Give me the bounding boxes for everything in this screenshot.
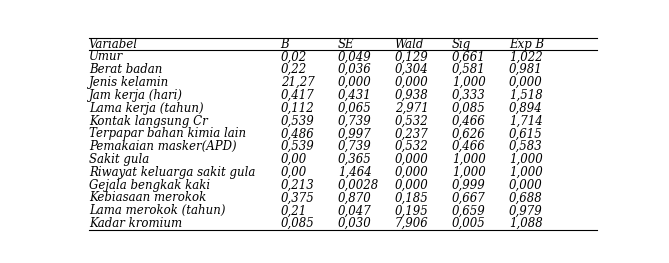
Text: 0,000: 0,000	[508, 76, 543, 89]
Text: Umur: Umur	[89, 50, 123, 63]
Text: 0,532: 0,532	[395, 140, 428, 153]
Text: 1,714: 1,714	[508, 114, 543, 128]
Text: 0,870: 0,870	[338, 191, 371, 204]
Text: 0,036: 0,036	[338, 63, 371, 76]
Text: 0,005: 0,005	[452, 217, 486, 230]
Text: 0,185: 0,185	[395, 191, 428, 204]
Text: 7,906: 7,906	[395, 217, 428, 230]
Text: Lama merokok (tahun): Lama merokok (tahun)	[89, 204, 225, 217]
Text: 0,661: 0,661	[452, 50, 486, 63]
Text: 1,518: 1,518	[508, 89, 543, 102]
Text: 0,583: 0,583	[508, 140, 543, 153]
Text: 0,417: 0,417	[281, 89, 314, 102]
Text: Terpapar bahan kimia lain: Terpapar bahan kimia lain	[89, 127, 246, 140]
Text: 0,375: 0,375	[281, 191, 314, 204]
Text: Jam kerja (hari): Jam kerja (hari)	[89, 89, 183, 102]
Text: 0,431: 0,431	[338, 89, 371, 102]
Text: 1,022: 1,022	[508, 50, 543, 63]
Text: 0,659: 0,659	[452, 204, 486, 217]
Text: 0,065: 0,065	[338, 102, 371, 115]
Text: 0,085: 0,085	[281, 217, 314, 230]
Text: 0,213: 0,213	[281, 179, 314, 192]
Text: 0,000: 0,000	[338, 76, 371, 89]
Text: 0,000: 0,000	[508, 179, 543, 192]
Text: 0,466: 0,466	[452, 140, 486, 153]
Text: 0,333: 0,333	[452, 89, 486, 102]
Text: 0,00: 0,00	[281, 153, 307, 166]
Text: 2,971: 2,971	[395, 102, 428, 115]
Text: 0,049: 0,049	[338, 50, 371, 63]
Text: 0,195: 0,195	[395, 204, 428, 217]
Text: 0,02: 0,02	[281, 50, 307, 63]
Text: 0,539: 0,539	[281, 114, 314, 128]
Text: 0,085: 0,085	[452, 102, 486, 115]
Text: 0,000: 0,000	[395, 179, 428, 192]
Text: Kadar kromium: Kadar kromium	[89, 217, 182, 230]
Text: 0,615: 0,615	[508, 127, 543, 140]
Text: 21,27: 21,27	[281, 76, 314, 89]
Text: Variabel: Variabel	[89, 38, 138, 50]
Text: 0,00: 0,00	[281, 166, 307, 179]
Text: 0,000: 0,000	[395, 153, 428, 166]
Text: 0,539: 0,539	[281, 140, 314, 153]
Text: 0,997: 0,997	[338, 127, 371, 140]
Text: 0,466: 0,466	[452, 114, 486, 128]
Text: 1,000: 1,000	[452, 166, 486, 179]
Text: Exp B: Exp B	[508, 38, 544, 50]
Text: 1,464: 1,464	[338, 166, 371, 179]
Text: 1,000: 1,000	[452, 153, 486, 166]
Text: 0,581: 0,581	[452, 63, 486, 76]
Text: 0,21: 0,21	[281, 204, 307, 217]
Text: 0,981: 0,981	[508, 63, 543, 76]
Text: SE: SE	[338, 38, 355, 50]
Text: B: B	[281, 38, 289, 50]
Text: 0,739: 0,739	[338, 114, 371, 128]
Text: 0,739: 0,739	[338, 140, 371, 153]
Text: 1,000: 1,000	[452, 76, 486, 89]
Text: 0,938: 0,938	[395, 89, 428, 102]
Text: 0,047: 0,047	[338, 204, 371, 217]
Text: 0,626: 0,626	[452, 127, 486, 140]
Text: 0,688: 0,688	[508, 191, 543, 204]
Text: 1,088: 1,088	[508, 217, 543, 230]
Text: 1,000: 1,000	[508, 153, 543, 166]
Text: 0,894: 0,894	[508, 102, 543, 115]
Text: Riwayat keluarga sakit gula: Riwayat keluarga sakit gula	[89, 166, 255, 179]
Text: 0,112: 0,112	[281, 102, 314, 115]
Text: Sig: Sig	[452, 38, 471, 50]
Text: 0,237: 0,237	[395, 127, 428, 140]
Text: 0,000: 0,000	[395, 76, 428, 89]
Text: Wald: Wald	[395, 38, 424, 50]
Text: 0,486: 0,486	[281, 127, 314, 140]
Text: Pemakaian masker(APD): Pemakaian masker(APD)	[89, 140, 236, 153]
Text: 0,999: 0,999	[452, 179, 486, 192]
Text: 0,030: 0,030	[338, 217, 371, 230]
Text: 0,532: 0,532	[395, 114, 428, 128]
Text: Kontak langsung Cr: Kontak langsung Cr	[89, 114, 207, 128]
Text: 0,22: 0,22	[281, 63, 307, 76]
Text: 0,304: 0,304	[395, 63, 428, 76]
Text: Jenis kelamin: Jenis kelamin	[89, 76, 169, 89]
Text: 0,979: 0,979	[508, 204, 543, 217]
Text: 0,0028: 0,0028	[338, 179, 379, 192]
Text: 0,000: 0,000	[395, 166, 428, 179]
Text: Gejala bengkak kaki: Gejala bengkak kaki	[89, 179, 210, 192]
Text: 0,667: 0,667	[452, 191, 486, 204]
Text: Berat badan: Berat badan	[89, 63, 162, 76]
Text: Lama kerja (tahun): Lama kerja (tahun)	[89, 102, 203, 115]
Text: Sakit gula: Sakit gula	[89, 153, 149, 166]
Text: Kebiasaan merokok: Kebiasaan merokok	[89, 191, 206, 204]
Text: 0,129: 0,129	[395, 50, 428, 63]
Text: 1,000: 1,000	[508, 166, 543, 179]
Text: 0,365: 0,365	[338, 153, 371, 166]
